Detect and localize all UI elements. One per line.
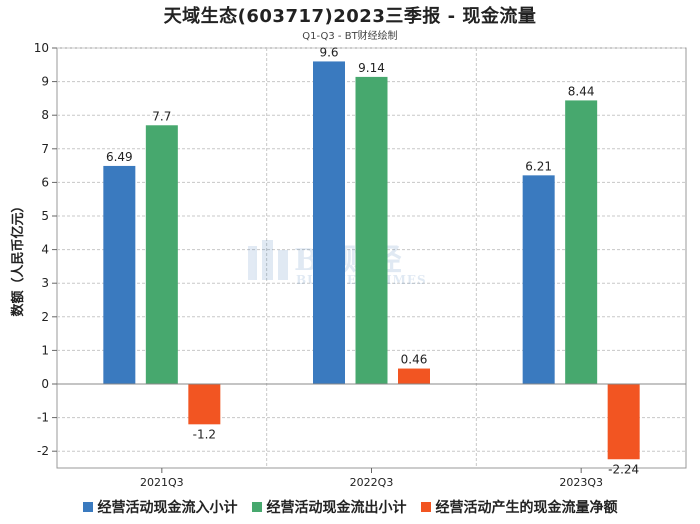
bar[interactable]: [313, 61, 345, 384]
y-tick-label: 9: [41, 75, 49, 89]
data-label: 9.6: [319, 45, 338, 59]
legend: 经营活动现金流入小计 经营活动现金流出小计 经营活动产生的现金流量净额: [0, 497, 700, 517]
legend-swatch-outflow: [251, 502, 262, 512]
x-tick-label: 2023Q3: [559, 476, 603, 489]
y-tick-label: 5: [41, 209, 49, 223]
y-axis-label: 数额（人民币亿元）: [10, 199, 26, 316]
y-tick-label: 7: [41, 142, 49, 156]
y-tick-label: 6: [41, 175, 49, 189]
legend-swatch-net: [420, 502, 431, 512]
data-label: 8.44: [568, 84, 595, 98]
legend-item-net[interactable]: 经营活动产生的现金流量净额: [420, 497, 618, 517]
watermark-logo-bar-2: [262, 240, 273, 280]
bars: 6.49 7.7 -1.2 9.6 9.14 0.46 6.21 8.44 -2.24: [103, 45, 640, 476]
grid-lines: [57, 47, 686, 468]
legend-item-inflow[interactable]: 经营活动现金流入小计: [82, 497, 238, 517]
y-tick-label: -1: [37, 411, 49, 425]
x-tick-label: 2022Q3: [350, 476, 394, 489]
y-tick-label: 2: [41, 310, 49, 324]
legend-swatch-inflow: [82, 502, 93, 512]
bar[interactable]: [607, 384, 640, 460]
y-tick-label: 0: [41, 377, 49, 391]
data-label: 0.46: [401, 353, 428, 367]
bar[interactable]: [145, 125, 178, 384]
legend-label-inflow: 经营活动现金流入小计: [97, 500, 238, 516]
bar[interactable]: [398, 368, 430, 384]
watermark-logo-bar-3: [278, 250, 288, 280]
y-tick-label: 8: [41, 108, 49, 122]
bar[interactable]: [103, 165, 136, 384]
y-tick-label: -2: [37, 444, 49, 458]
watermark-logo-bar-1: [248, 246, 257, 280]
y-tick-label: 10: [34, 41, 49, 55]
legend-item-outflow[interactable]: 经营活动现金流出小计: [251, 497, 407, 517]
y-tick-label: 3: [41, 276, 49, 290]
chart-title: 天域生态(603717)2023三季报 - 现金流量: [163, 6, 537, 27]
bar[interactable]: [565, 100, 598, 384]
legend-label-outflow: 经营活动现金流出小计: [266, 500, 407, 516]
y-tick-label: 4: [41, 243, 49, 257]
legend-label-net: 经营活动产生的现金流量净额: [435, 500, 618, 516]
bar[interactable]: [188, 384, 221, 425]
chart-subtitle: Q1-Q3 - BT财经绘制: [302, 31, 398, 42]
bar[interactable]: [355, 76, 388, 385]
y-tick-label: 1: [41, 343, 49, 357]
axes: -2 -1 0 1 2 3 4 5 6 7 8 9 10 2021Q3 2022Q3 2023Q3: [34, 41, 686, 489]
bar[interactable]: [522, 175, 555, 384]
data-label: -2.24: [608, 462, 639, 476]
data-label: 7.7: [152, 109, 171, 123]
x-tick-label: 2021Q3: [140, 476, 184, 489]
data-label: 6.49: [106, 150, 133, 164]
data-label: 6.21: [525, 159, 552, 173]
data-label: -1.2: [193, 427, 216, 441]
data-label: 9.14: [358, 61, 385, 75]
